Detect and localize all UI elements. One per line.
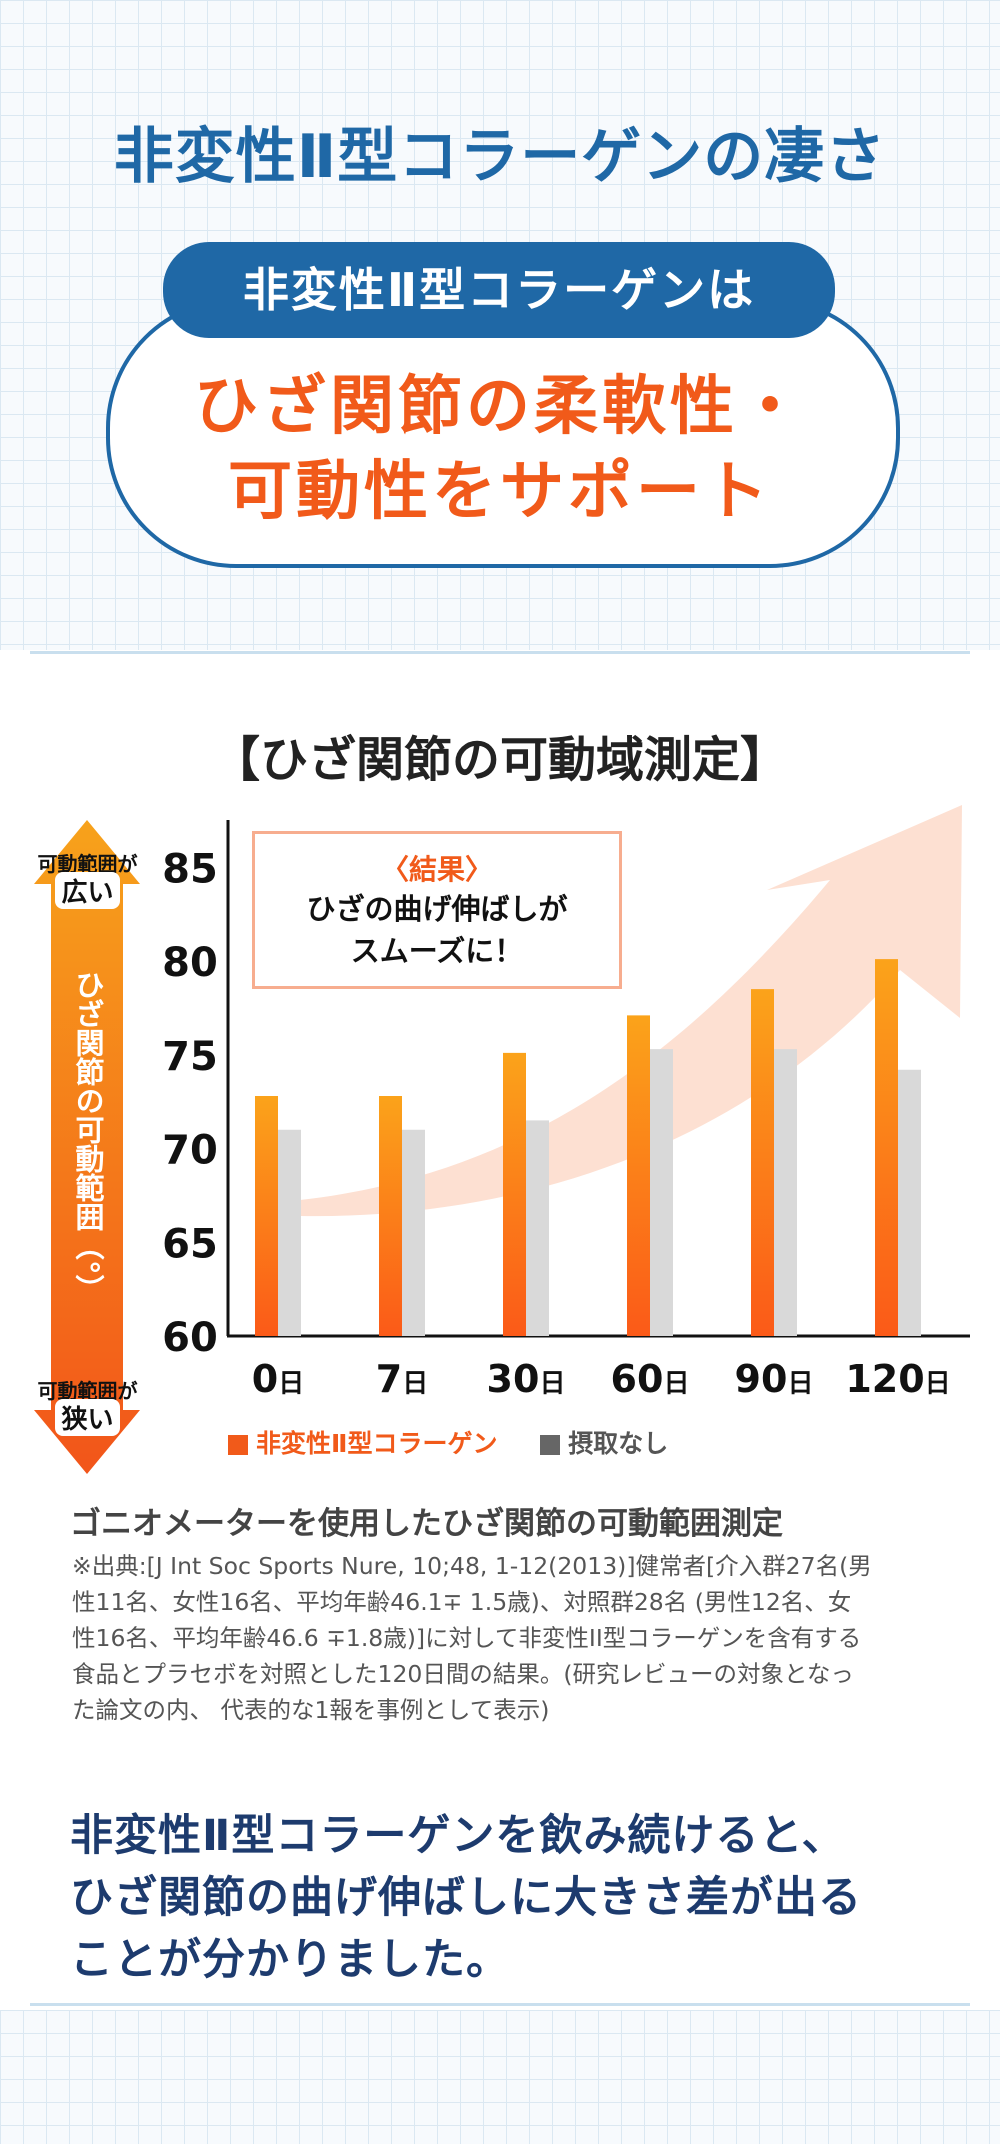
bar-collagen [627, 1015, 650, 1336]
claim-line-2: 可動性をサポート [228, 455, 772, 529]
bar-none [774, 1049, 797, 1336]
section-title: 【ひざ関節の可動域測定】 [211, 732, 788, 788]
x-tick-label: 0日 [252, 1357, 304, 1401]
bottom-range-emphasis: 狭い [55, 1399, 120, 1436]
double-arrow-shape [34, 820, 140, 1474]
x-tick-label: 7日 [376, 1357, 428, 1401]
legend-item-none: 摂取なし [540, 1429, 668, 1458]
x-tick-label: 60日 [611, 1357, 690, 1401]
result-box: 〈結果〉 ひざの曲げ伸ばしが スムーズに！ [252, 831, 622, 989]
conclusion-line: 非変性Ⅱ型コラーゲンを飲み続けると、 [70, 1811, 846, 1861]
divider [30, 2003, 970, 2006]
citation-line: ※出典:[J Int Soc Sports Nure, 10;48, 1-12(… [72, 1552, 872, 1580]
x-tick-label: 90日 [735, 1357, 814, 1401]
bar-none [402, 1129, 425, 1336]
bar-none [650, 1049, 673, 1336]
legend-label-none: 摂取なし [568, 1429, 669, 1458]
bar-none [898, 1069, 921, 1336]
bar-collagen [503, 1052, 526, 1336]
bar-collagen [379, 1096, 402, 1336]
bar-collagen [255, 1096, 278, 1336]
y-tick-label: 85 [162, 846, 218, 892]
y-tick-label: 80 [162, 940, 218, 986]
y-axis-label: ひざ関節の可動範囲（°） [71, 970, 105, 1304]
legend: 非変性Ⅱ型コラーゲン 摂取なし [228, 1424, 668, 1460]
grid-background-bottom [0, 2010, 1000, 2144]
legend-item-collagen: 非変性Ⅱ型コラーゲン [228, 1429, 497, 1458]
legend-label-collagen: 非変性Ⅱ型コラーゲン [256, 1429, 498, 1458]
conclusion-line: ひざ関節の曲げ伸ばしに大きさ差が出る [70, 1873, 862, 1923]
legend-swatch-collagen [228, 1435, 248, 1455]
bar-collagen [875, 959, 898, 1336]
x-tick-label: 120日 [845, 1357, 950, 1401]
conclusion: 非変性Ⅱ型コラーゲンを飲み続けると、 ひざ関節の曲げ伸ばしに大きさ差が出る こと… [70, 1805, 862, 1991]
top-range-emphasis: 広い [55, 872, 120, 909]
citation-line: 食品とプラセボを対照とした120日間の結果。(研究レビューの対象となっ [72, 1660, 854, 1688]
y-tick-label: 75 [162, 1034, 218, 1080]
page-title: 非変性Ⅱ型コラーゲンの凄さ [113, 122, 887, 192]
citation-line: 性11名、女性16名、平均年齢46.1∓ 1.5歳)、対照群28名 (男性12名… [72, 1588, 852, 1616]
range-arrow [34, 820, 140, 1474]
study-heading: ゴニオメーターを使用したひざ関節の可動範囲測定 [70, 1506, 783, 1542]
claim-pill: 非変性Ⅱ型コラーゲンは [163, 242, 835, 338]
bar-none [278, 1129, 301, 1336]
claim-line-1: ひざ関節の柔軟性・ [194, 370, 806, 444]
result-line-2: スムーズに！ [350, 934, 524, 968]
bar-collagen [751, 989, 774, 1336]
citation: ※出典:[J Int Soc Sports Nure, 10;48, 1-12(… [72, 1548, 872, 1728]
y-tick-label: 60 [162, 1315, 218, 1361]
bar-chart: 60 65 70 75 80 85 0日 7日 30日 60日 90日 120日 [162, 805, 970, 1401]
x-tick-label: 30日 [487, 1357, 566, 1401]
legend-swatch-none [540, 1435, 561, 1455]
claim-bubble [106, 298, 900, 568]
bar-none [526, 1120, 549, 1336]
citation-line: た論文の内、 代表的な1報を事例として表示) [72, 1696, 550, 1724]
conclusion-line: ことが分かりました。 [70, 1935, 510, 1985]
y-tick-label: 70 [162, 1128, 218, 1174]
result-line-1: ひざの曲げ伸ばしが [306, 892, 568, 926]
citation-line: 性16名、平均年齢46.6 ∓1.8歳)]に対して非変性II型コラーゲンを含有す… [72, 1624, 862, 1652]
divider [30, 651, 970, 654]
y-tick-label: 65 [162, 1221, 218, 1267]
result-heading: 〈結果〉 [380, 853, 493, 886]
